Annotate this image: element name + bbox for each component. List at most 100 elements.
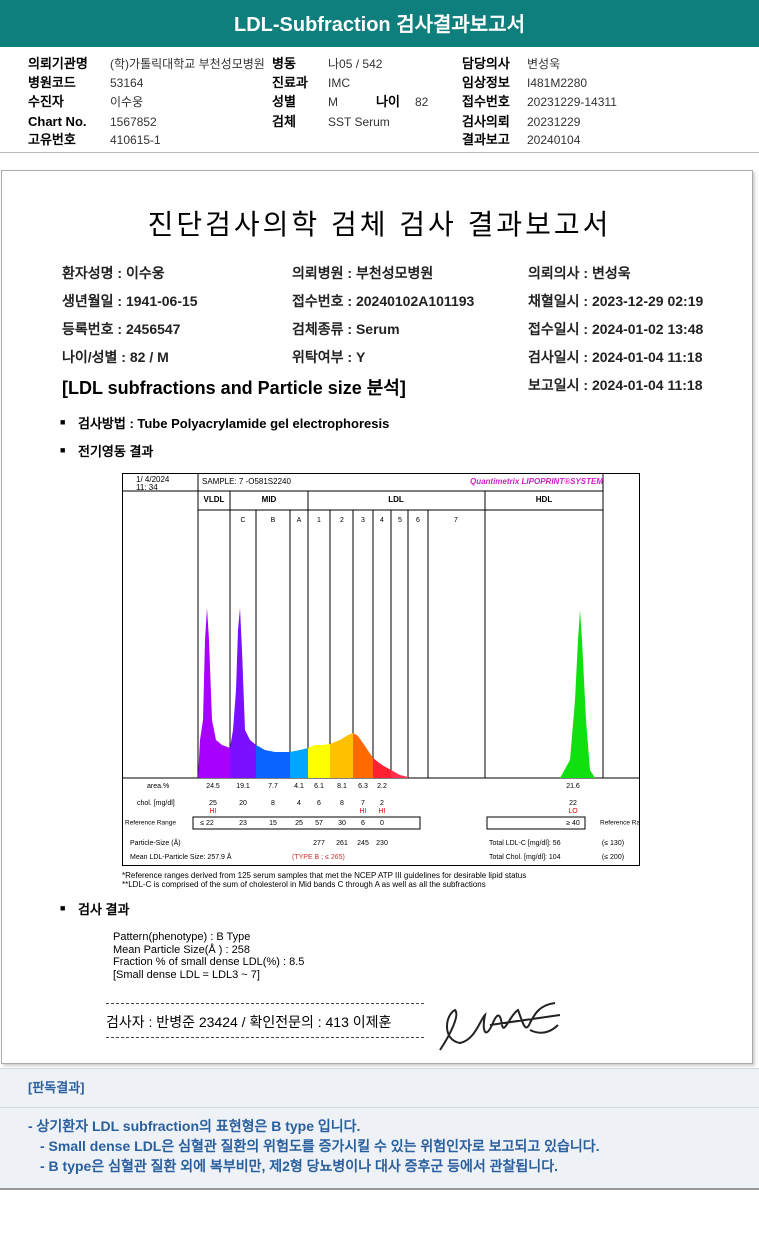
judgment-title: [판독결과] <box>28 1080 85 1095</box>
info-label: Chart No. <box>28 114 87 129</box>
chol-value: 20 <box>239 800 247 807</box>
band-label: 3 <box>361 517 365 524</box>
band-label: B <box>271 517 276 524</box>
judgment-bg <box>0 1068 759 1190</box>
total-ldl: Total LDL-C [mg/dl]: 56 <box>489 840 561 847</box>
info-value: I481M2280 <box>527 76 588 90</box>
band-label: A <box>297 517 302 524</box>
patient-field: 채혈일시 : 2023-12-29 02:19 <box>528 293 704 309</box>
patient-field: 접수일시 : 2024-01-02 13:48 <box>528 321 704 337</box>
chol-value: 22 <box>569 800 577 807</box>
area-value: 8.1 <box>337 783 347 790</box>
judgment-line: - B type은 심혈관 질환 외에 복부비만, 제2형 당뇨병이나 대사 증… <box>40 1158 558 1174</box>
ref-value: 25 <box>295 820 303 827</box>
patient-field: 환자성명 : 이수웅 <box>62 265 165 281</box>
header-title: LDL-Subfraction 검사결과보고서 <box>233 14 525 36</box>
size-value: 245 <box>357 840 369 847</box>
info-value: SST Serum <box>328 115 390 129</box>
time: 11: 34 <box>136 483 158 492</box>
info-value: 이수웅 <box>110 95 144 109</box>
sample: SAMPLE: 7 -O581S2240 <box>202 477 291 486</box>
ref-value: 0 <box>380 820 384 827</box>
mean-size: Mean LDL-Particle Size: 257.9 Å <box>130 852 232 861</box>
date: 1/ 4/2024 <box>136 475 170 484</box>
result-line: [Small dense LDL = LDL3 ~ 7] <box>113 969 260 982</box>
band-label: 5 <box>398 517 402 524</box>
group-label: MID <box>262 495 277 504</box>
ref-value: 57 <box>315 820 323 827</box>
info-value: 53164 <box>110 76 144 90</box>
info-label: 나이 <box>376 94 400 109</box>
info-value: 나05 / 542 <box>328 57 383 71</box>
ref-value: ≤ 22 <box>200 820 214 827</box>
info-value: 20240104 <box>527 133 581 147</box>
result-line: Pattern(phenotype) : B Type <box>113 931 251 943</box>
ref-box <box>192 816 421 830</box>
info-value: (학)가톨릭대학교 부천성모병원 <box>110 57 265 71</box>
flag: HI <box>379 808 386 815</box>
ref-value: 6 <box>361 820 365 827</box>
chol-value: 25 <box>209 800 217 807</box>
patient-field: 접수번호 : 20240102A101193 <box>292 293 475 309</box>
info-label: 성별 <box>272 94 296 109</box>
row-label: Reference Range <box>600 820 640 827</box>
bullet: ■ <box>60 417 66 427</box>
ref-value: ≥ 40 <box>566 820 580 827</box>
row-label: Reference Range <box>125 820 176 827</box>
info-label: 고유번호 <box>28 132 76 147</box>
patient-field: 나이/성별 : 82 / M <box>62 349 169 365</box>
info-value: M <box>328 95 338 109</box>
ref-box <box>486 816 586 830</box>
chol-value: 7 <box>361 800 365 807</box>
footnote: *Reference ranges derived from 125 serum… <box>122 871 527 880</box>
row-label: area.% <box>147 783 169 790</box>
area-value: 24.5 <box>206 783 220 790</box>
patient-field: 등록번호 : 2456547 <box>62 321 181 337</box>
heading: 전기영동 결과 <box>78 444 154 459</box>
size-value: 261 <box>336 840 348 847</box>
brand: Quantimetrix LIPOPRINT®SYSTEM <box>470 477 603 486</box>
info-value: 82 <box>415 95 429 109</box>
info-label: 진료과 <box>272 75 308 90</box>
patient-field: 생년월일 : 1941-06-15 <box>62 293 198 309</box>
signature <box>439 1002 561 1051</box>
info-value: 변성욱 <box>527 57 561 71</box>
patient-field: 의뢰의사 : 변성욱 <box>528 265 631 281</box>
patient-field: 위탁여부 : Y <box>292 349 366 365</box>
dash-line <box>106 1037 424 1038</box>
result-line: Fraction % of small dense LDL(%) : 8.5 <box>113 956 305 969</box>
result-line: Mean Particle Size(Å ) : 258 <box>113 943 250 956</box>
info-value: 20231229-14311 <box>527 95 617 109</box>
group-label: HDL <box>536 495 553 504</box>
info-label: 검체 <box>272 114 296 129</box>
heading: 검사 결과 <box>78 902 130 917</box>
area-value: 7.7 <box>268 783 278 790</box>
ref-value: 23 <box>239 820 247 827</box>
info-label: 의뢰기관명 <box>28 56 88 71</box>
judgment-line: - 상기환자 LDL subfraction의 표현형은 B type 입니다. <box>28 1118 361 1134</box>
size-value: 277 <box>313 840 325 847</box>
report-title: 진단검사의학 검체 검사 결과보고서 <box>147 209 612 240</box>
area-value: 19.1 <box>236 783 250 790</box>
patient-field: 의뢰병원 : 부천성모병원 <box>292 265 434 281</box>
chol-value: 8 <box>271 800 275 807</box>
patient-field: 검사일시 : 2024-01-04 11:18 <box>528 349 703 365</box>
patient-field: 보고일시 : 2024-01-04 11:18 <box>528 377 703 393</box>
band-label: 2 <box>340 517 344 524</box>
patient-field: 검체종류 : Serum <box>292 321 400 337</box>
footnote: **LDL-C is comprised of the sum of chole… <box>122 880 486 889</box>
info-label: 병원코드 <box>28 75 76 90</box>
info-label: 담당의사 <box>462 56 510 71</box>
info-value: IMC <box>328 76 350 90</box>
info-label: 접수번호 <box>462 94 510 109</box>
flag: LO <box>568 808 578 815</box>
area-value: 21.6 <box>566 783 580 790</box>
chol-value: 2 <box>380 800 384 807</box>
band-label: 6 <box>416 517 420 524</box>
total-ldl-ref: (≤ 130) <box>602 840 624 847</box>
report-box <box>1 170 753 1064</box>
judgment-divider <box>0 1107 759 1108</box>
bullet: ■ <box>60 903 66 913</box>
